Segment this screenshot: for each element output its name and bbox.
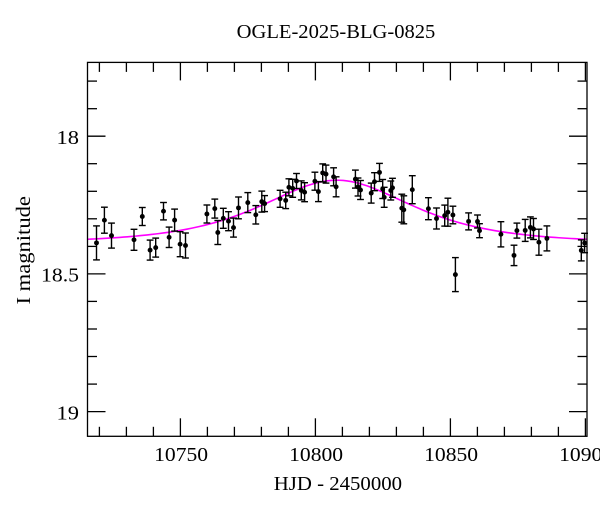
- svg-text:10850: 10850: [424, 444, 478, 466]
- svg-text:I magnitude: I magnitude: [13, 196, 35, 304]
- svg-text:10900: 10900: [559, 444, 600, 466]
- svg-text:19: 19: [57, 402, 80, 424]
- svg-text:10750: 10750: [154, 444, 208, 466]
- svg-text:10800: 10800: [289, 444, 343, 466]
- svg-text:18: 18: [57, 127, 80, 149]
- svg-text:OGLE-2025-BLG-0825: OGLE-2025-BLG-0825: [237, 21, 436, 43]
- svg-text:18.5: 18.5: [41, 265, 79, 287]
- svg-text:HJD - 2450000: HJD - 2450000: [274, 473, 402, 495]
